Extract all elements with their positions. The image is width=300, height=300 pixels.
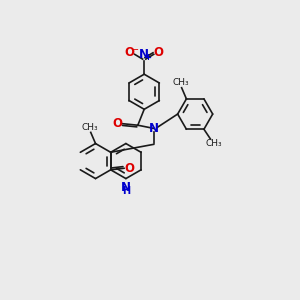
Text: CH₃: CH₃ [82,123,98,132]
Text: CH₃: CH₃ [172,79,189,88]
Text: N: N [149,122,159,135]
Text: CH₃: CH₃ [205,139,222,148]
Text: O: O [112,117,122,130]
Text: N: N [139,48,149,61]
Text: N: N [121,181,131,194]
Text: −: − [130,44,139,55]
Text: O: O [125,46,135,59]
Text: O: O [124,162,134,175]
Text: +: + [144,53,151,62]
Text: O: O [154,46,164,59]
Text: H: H [122,186,130,196]
